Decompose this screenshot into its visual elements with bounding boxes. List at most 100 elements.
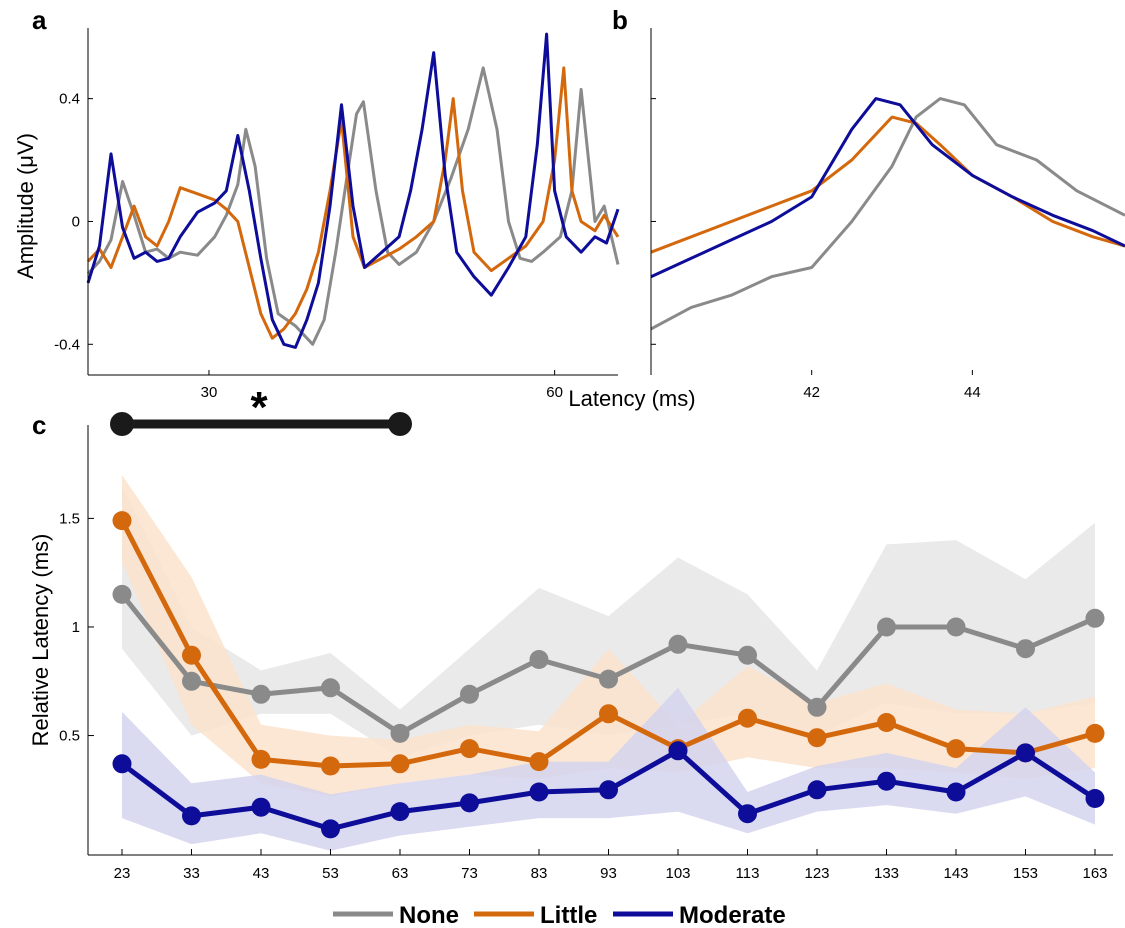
panel-a-axes: -0.4 0 0.4 30 60 <box>54 28 618 401</box>
panel-a-x-tick-label: 60 <box>546 384 563 401</box>
panel-c-moderate-band <box>122 687 1095 851</box>
panel-a-x-tick-label: 30 <box>201 384 218 401</box>
panel-b-waveforms <box>650 97 1125 331</box>
panel-b-moderate-trace <box>650 97 1125 279</box>
panel-c-none-point <box>1016 639 1035 659</box>
panel-b-axes: 42 44 <box>650 28 981 401</box>
panel-letter-a: a <box>32 5 47 35</box>
significance-bar-end <box>388 412 412 436</box>
panel-c-little-point <box>946 739 966 759</box>
panel-b-x-tick-label: 44 <box>964 384 981 401</box>
panel-c-little-point <box>599 704 618 724</box>
panel-c-moderate-point <box>321 819 340 839</box>
panel-a-y-tick-label: 0 <box>72 213 80 230</box>
panel-c-little-point <box>321 756 340 776</box>
legend: None Little Moderate <box>333 902 786 928</box>
panel-c-chart: 0.5 1 1.5 23 33 43 53 63 73 83 93 103 113 123 133 143 15… <box>28 383 1113 882</box>
panel-a-chart: -0.4 0 0.4 30 60 Amplitude (μV) <box>13 28 620 401</box>
panel-c-moderate-point <box>529 782 549 802</box>
panel-c-x-tick-label: 33 <box>183 865 200 882</box>
panel-c-little-point <box>738 708 757 728</box>
panel-c-moderate-point <box>1016 743 1035 763</box>
panel-c-axes: 0.5 1 1.5 23 33 43 53 63 73 83 93 103 113 123 133 143 15… <box>59 425 1113 882</box>
panel-c-x-tick-label: 153 <box>1013 865 1038 882</box>
panel-c-none-point <box>599 669 618 689</box>
panel-b-x-axis-label: Latency (ms) <box>568 386 695 411</box>
panel-c-x-tick-label: 93 <box>600 865 617 882</box>
panel-c-x-tick-label: 63 <box>392 865 409 882</box>
panel-c-little-point <box>251 749 271 769</box>
legend-label-little: Little <box>540 902 597 928</box>
panel-c-none-point <box>738 645 757 665</box>
panel-c-y-tick-label: 1 <box>72 619 80 636</box>
panel-c-none-point <box>251 684 271 704</box>
panel-c-x-tick-label: 43 <box>253 865 270 882</box>
panel-c-series-points <box>112 511 1105 839</box>
legend-label-moderate: Moderate <box>679 902 786 928</box>
panel-c-little-point <box>807 728 827 748</box>
panel-c-x-tick-label: 113 <box>736 865 760 882</box>
panel-c-y-tick-label: 0.5 <box>59 728 80 745</box>
panel-c-little-point <box>182 645 201 665</box>
panel-a-y-tick-label: 0.4 <box>59 91 80 108</box>
panel-c-x-tick-label: 53 <box>322 865 339 882</box>
panel-c-none-point <box>877 617 896 637</box>
panel-c-moderate-point <box>182 806 201 826</box>
panel-a-little-trace <box>86 66 620 340</box>
panel-c-moderate-point <box>599 780 618 800</box>
panel-c-moderate-point <box>668 741 688 761</box>
panel-c-moderate-point <box>112 754 132 774</box>
panel-c-none-band <box>122 485 1095 758</box>
panel-c-none-point <box>390 723 410 743</box>
panel-c-moderate-point <box>877 771 896 791</box>
panel-c-x-tick-label: 143 <box>943 865 968 882</box>
panel-c-moderate-point <box>1085 789 1105 808</box>
panel-b-none-trace <box>650 97 1125 331</box>
panel-letter-b: b <box>612 5 628 35</box>
panel-a-moderate-trace <box>86 32 620 349</box>
panel-c-none-point <box>529 650 549 669</box>
panel-c-x-tick-label: 73 <box>461 865 478 882</box>
panel-letter-c: c <box>32 410 46 440</box>
panel-c-none-point <box>112 584 132 604</box>
panel-c-none-point <box>1085 608 1105 628</box>
panel-c-none-point <box>668 634 688 654</box>
panel-b-chart: 42 44 Latency (ms) <box>568 28 1125 411</box>
panel-c-none-point <box>946 617 966 637</box>
panel-c-moderate-point <box>946 782 966 802</box>
panel-c-none-point <box>460 684 479 704</box>
panel-c-x-tick-label: 133 <box>874 865 899 882</box>
significance-bracket: * <box>110 383 412 436</box>
panel-c-x-tick-label: 163 <box>1082 865 1107 882</box>
panel-c-little-point <box>529 752 549 772</box>
significance-bar-start <box>110 412 134 436</box>
panel-b-little-trace <box>650 115 1125 254</box>
panel-a-waveforms <box>86 32 620 349</box>
panel-c-little-point <box>112 511 132 531</box>
panel-c-little-point <box>460 739 479 759</box>
panel-c-x-tick-label: 23 <box>114 865 131 882</box>
panel-c-moderate-point <box>460 793 479 813</box>
panel-a-y-axis-label: Amplitude (μV) <box>13 133 38 279</box>
panel-b-x-tick-label: 42 <box>803 384 820 401</box>
panel-c-moderate-point <box>390 802 410 822</box>
panel-c-little-point <box>1085 723 1105 743</box>
panel-c-little-point <box>390 754 410 774</box>
panel-a-y-tick-label: -0.4 <box>54 336 80 353</box>
panel-c-none-point <box>321 678 340 698</box>
panel-c-none-point <box>182 671 201 691</box>
legend-label-none: None <box>399 902 459 928</box>
panel-c-x-tick-label: 83 <box>531 865 548 882</box>
panel-c-little-point <box>877 713 896 732</box>
panel-c-x-tick-label: 123 <box>804 865 829 882</box>
significance-star: * <box>250 383 268 432</box>
panel-c-moderate-point <box>807 780 827 800</box>
panel-c-moderate-point <box>738 804 757 824</box>
panel-c-moderate-point <box>251 797 271 817</box>
panel-c-y-axis-label: Relative Latency (ms) <box>28 534 53 747</box>
panel-c-little-band <box>122 474 1095 797</box>
panel-c-confidence-bands <box>122 474 1095 851</box>
panel-c-x-tick-label: 103 <box>665 865 690 882</box>
panel-c-y-tick-label: 1.5 <box>59 510 80 527</box>
